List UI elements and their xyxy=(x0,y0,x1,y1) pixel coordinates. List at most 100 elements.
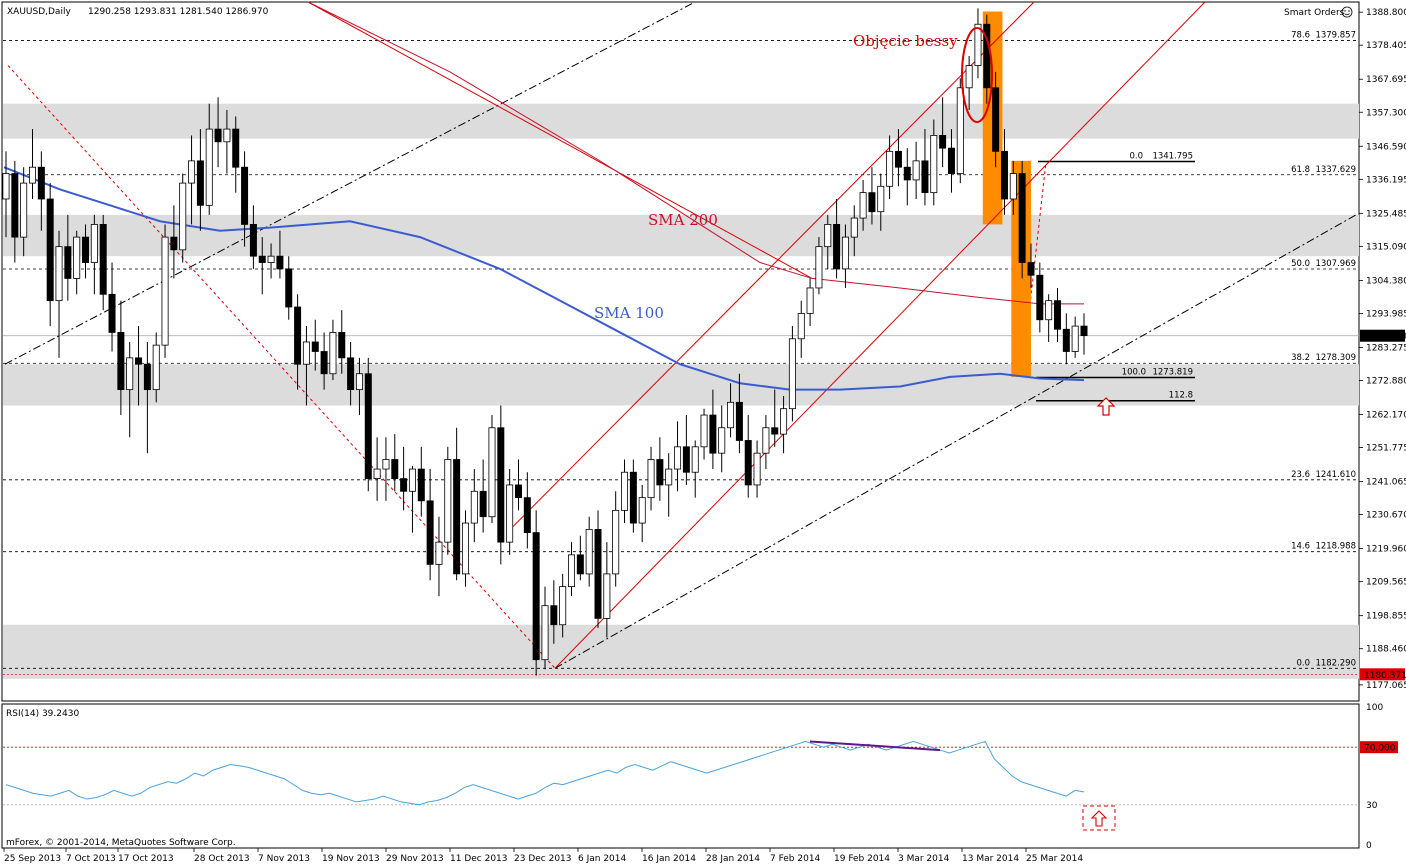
x-tick-label: 13 Mar 2014 xyxy=(962,854,1019,864)
candle-body xyxy=(249,224,257,257)
x-tick-label: 28 Jan 2014 xyxy=(706,854,760,864)
smart-orders-label[interactable]: Smart Orders xyxy=(1284,8,1345,18)
candle-body xyxy=(700,414,708,448)
candle-body xyxy=(665,468,673,486)
candles xyxy=(2,8,1088,676)
symbol-label: XAUUSD,Daily xyxy=(7,7,71,17)
y-tick-label: 1357.300 xyxy=(1366,108,1406,118)
candle-body xyxy=(912,160,920,181)
candle-body xyxy=(1080,325,1088,337)
candle-body xyxy=(903,166,911,181)
candle-body xyxy=(241,166,249,225)
rsi-line xyxy=(5,740,1085,806)
candle-body xyxy=(82,236,90,263)
candle-body xyxy=(877,185,885,213)
candle-body xyxy=(329,332,337,375)
bessy-ellipse xyxy=(961,27,993,123)
up-arrow-box-icon xyxy=(1082,805,1116,831)
candle-body xyxy=(532,532,540,661)
x-tick-label: 25 Sep 2013 xyxy=(4,854,61,864)
candle-body xyxy=(656,459,664,486)
candle-body xyxy=(170,236,178,251)
rsi-tick-30: 30 xyxy=(1366,801,1378,811)
y-tick-label: 1219.960 xyxy=(1366,545,1406,555)
candle-body xyxy=(453,459,461,575)
candle-body xyxy=(647,459,655,499)
candle-body xyxy=(824,224,832,248)
candle-body xyxy=(727,401,735,429)
rsi-tick-70: 70.000 xyxy=(1364,744,1396,754)
y-tick-label: 1378.405 xyxy=(1366,41,1406,51)
sma100-line xyxy=(3,166,1085,391)
rsi-indicator: 100 70.000 30 0 xyxy=(3,703,1398,851)
candle-body xyxy=(373,468,381,479)
candle-body xyxy=(276,255,284,270)
candle-body xyxy=(735,401,743,441)
fib-pct-38.2: 38.2 xyxy=(1291,353,1310,363)
fib-pct-0.0: 0.0 xyxy=(1296,658,1310,668)
candle-body xyxy=(37,166,45,200)
candle-body xyxy=(744,440,752,486)
y-tick-label: 1325.485 xyxy=(1366,209,1406,219)
x-tick-label: 6 Jan 2014 xyxy=(578,854,626,864)
fib2-pct-112: 112.8 xyxy=(1169,391,1193,401)
y-tick-label: 1304.380 xyxy=(1366,276,1406,286)
x-tick-label: 7 Oct 2013 xyxy=(66,854,116,864)
candle-body xyxy=(143,363,151,391)
candle-body xyxy=(11,173,19,238)
candle-body xyxy=(921,160,929,194)
candle-body xyxy=(541,605,549,661)
y-tick-label: 1283.275 xyxy=(1366,343,1406,353)
candle-body xyxy=(762,427,770,454)
candle-body xyxy=(99,224,107,295)
objecie-bessy-label: Objęcie bessy xyxy=(853,32,958,50)
x-tick-label: 19 Nov 2013 xyxy=(322,854,380,864)
low-price-label: 1180.371 xyxy=(1364,671,1406,681)
candle-body xyxy=(232,128,240,168)
candle-body xyxy=(461,522,469,575)
ohlc-label: 1290.258 1293.831 1281.540 1286.970 xyxy=(88,7,269,17)
candle-body xyxy=(29,166,37,184)
candle-body xyxy=(408,468,416,492)
fib-value-14.6: 1218.988 xyxy=(1315,542,1356,552)
candle-body xyxy=(1036,274,1044,321)
x-tick-label: 7 Feb 2014 xyxy=(770,854,821,864)
y-tick-label: 1209.565 xyxy=(1366,578,1406,588)
candle-body xyxy=(815,246,823,289)
candle-body xyxy=(753,452,761,486)
candle-body xyxy=(559,586,567,626)
candle-body xyxy=(1062,328,1070,352)
candle-body xyxy=(20,182,28,238)
candle-body xyxy=(585,529,593,575)
candle-body xyxy=(886,150,894,187)
rsi-70-box xyxy=(1360,741,1398,754)
smiley-icon[interactable] xyxy=(1341,6,1353,18)
rsi-tick-0: 0 xyxy=(1366,841,1372,851)
time-axis: 25 Sep 2013 7 Oct 2013 17 Oct 2013 28 Oct 2… xyxy=(3,848,1083,864)
candle-body xyxy=(426,500,434,565)
fibonacci-lines: 78.6 1379.857 61.8 1337.629 50.0 1307.969 38.2… xyxy=(3,31,1359,675)
y-tick-label: 1241.065 xyxy=(1366,478,1406,488)
rsi-title: RSI(14) 39.2430 xyxy=(6,709,79,719)
y-tick-label: 1388.800 xyxy=(1366,8,1406,18)
x-tick-label: 25 Mar 2014 xyxy=(1026,854,1083,864)
candle-body xyxy=(956,87,964,174)
candle-body xyxy=(523,497,531,534)
y-tick-label: 1336.195 xyxy=(1366,175,1406,185)
candle-body xyxy=(258,255,266,263)
candle-body xyxy=(391,459,399,479)
rsi-pane-frame xyxy=(1,703,1360,849)
candle-body xyxy=(73,236,81,279)
y-tick-label: 1198.855 xyxy=(1366,612,1406,622)
candle-body xyxy=(709,414,717,454)
candle-body xyxy=(1000,150,1008,200)
y-tick-label: 1315.090 xyxy=(1366,242,1406,252)
candle-body xyxy=(674,446,682,470)
fib2-value-100: 1273.819 xyxy=(1152,367,1193,377)
candle-body xyxy=(629,471,637,524)
fib-pct-50.0: 50.0 xyxy=(1291,259,1310,269)
trendline-black-1 xyxy=(4,1,696,365)
y-tick-label: 1293.985 xyxy=(1366,309,1406,319)
price-axis: 1388.800 1378.405 1367.695 1357.300 1346.590… xyxy=(1359,8,1406,691)
